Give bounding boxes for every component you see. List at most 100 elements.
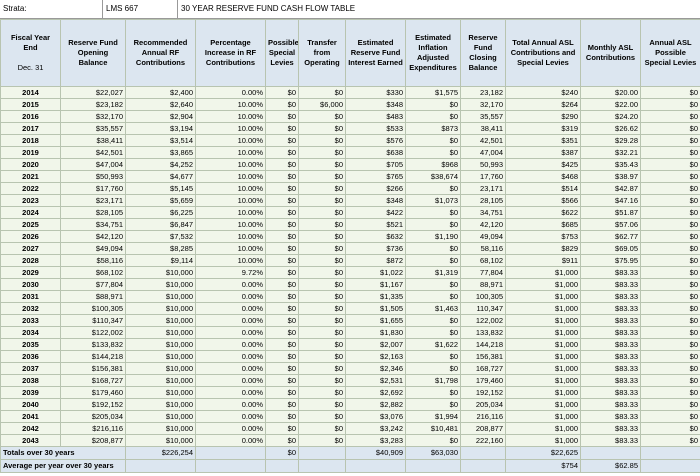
summary-cell xyxy=(265,459,299,473)
value-cell: $0 xyxy=(298,122,346,135)
value-cell: $0 xyxy=(405,242,461,255)
value-cell: 0.00% xyxy=(195,86,266,99)
year-cell: 2032 xyxy=(0,302,61,315)
data-row: 2042 $216,116 $10,000 0.00% $0 $0 $3,242 $10,48… xyxy=(0,422,700,435)
value-cell: $24.20 xyxy=(580,110,641,123)
value-cell: 0.00% xyxy=(195,422,266,435)
value-cell: $0 xyxy=(298,242,346,255)
value-cell: $0 xyxy=(640,434,700,447)
value-cell: $42.87 xyxy=(580,182,641,195)
summary-cell xyxy=(460,446,506,460)
value-cell: $2,904 xyxy=(125,110,196,123)
value-cell: $873 xyxy=(405,122,461,135)
data-row: 2033 $110,347 $10,000 0.00% $0 $0 $1,655 $0 122,… xyxy=(0,314,700,327)
value-cell: $1,000 xyxy=(505,362,581,375)
value-cell: 88,971 xyxy=(460,278,506,291)
value-cell: $83.33 xyxy=(580,290,641,303)
year-cell: 2017 xyxy=(0,122,61,135)
data-row: 2034 $122,002 $10,000 0.00% $0 $0 $1,830 $0 133,… xyxy=(0,326,700,339)
value-cell: $10,000 xyxy=(125,410,196,423)
value-cell: $0 xyxy=(298,374,346,387)
totals-row: Totals over 30 years $226,254 $0 $40,909 $63… xyxy=(0,446,700,460)
value-cell: $0 xyxy=(265,326,299,339)
value-cell: $422 xyxy=(345,206,406,219)
value-cell: $6,847 xyxy=(125,218,196,231)
value-cell: $7,532 xyxy=(125,230,196,243)
value-cell: $77,804 xyxy=(60,278,126,291)
value-cell: $205,034 xyxy=(60,410,126,423)
data-row: 2031 $88,971 $10,000 0.00% $0 $0 $1,335 $0 100,3… xyxy=(0,290,700,303)
value-cell: 23,182 xyxy=(460,86,506,99)
value-cell: $1,000 xyxy=(505,386,581,399)
value-cell: $685 xyxy=(505,218,581,231)
value-cell: $330 xyxy=(345,86,406,99)
value-cell: 10.00% xyxy=(195,230,266,243)
value-cell: $23,182 xyxy=(60,98,126,111)
value-cell: $0 xyxy=(298,110,346,123)
value-cell: $622 xyxy=(505,206,581,219)
value-cell: $0 xyxy=(640,230,700,243)
column-header-text: Transfer from Operating xyxy=(304,38,340,67)
value-cell: $0 xyxy=(640,98,700,111)
value-cell: $1,000 xyxy=(505,410,581,423)
value-cell: $0 xyxy=(298,422,346,435)
value-cell: $0 xyxy=(265,338,299,351)
value-cell: $1,994 xyxy=(405,410,461,423)
value-cell: 0.00% xyxy=(195,314,266,327)
year-cell: 2016 xyxy=(0,110,61,123)
value-cell: 10.00% xyxy=(195,206,266,219)
value-cell: $1,022 xyxy=(345,266,406,279)
value-cell: $2,007 xyxy=(345,338,406,351)
value-cell: $38,674 xyxy=(405,170,461,183)
value-cell: $10,000 xyxy=(125,398,196,411)
data-row: 2043 $208,877 $10,000 0.00% $0 $0 $3,283 $0 222,… xyxy=(0,434,700,447)
value-cell: 50,993 xyxy=(460,158,506,171)
value-cell: 0.00% xyxy=(195,410,266,423)
value-cell: 9.72% xyxy=(195,266,266,279)
summary-cell xyxy=(580,446,641,460)
value-cell: $0 xyxy=(640,410,700,423)
value-cell: $35.43 xyxy=(580,158,641,171)
value-cell: $0 xyxy=(298,326,346,339)
value-cell: $1,000 xyxy=(505,374,581,387)
column-header-text: Fiscal Year End xyxy=(10,33,51,52)
value-cell: $387 xyxy=(505,146,581,159)
value-cell: 77,804 xyxy=(460,266,506,279)
value-cell: $736 xyxy=(345,242,406,255)
value-cell: $2,692 xyxy=(345,386,406,399)
value-cell: $88,971 xyxy=(60,290,126,303)
value-cell: 222,160 xyxy=(460,434,506,447)
header-row: Fiscal Year End Dec. 31 Reserve Fund Openi… xyxy=(0,19,700,87)
value-cell: $0 xyxy=(298,146,346,159)
value-cell: $1,000 xyxy=(505,266,581,279)
value-cell: $38.97 xyxy=(580,170,641,183)
value-cell: $0 xyxy=(265,242,299,255)
value-cell: $29.28 xyxy=(580,134,641,147)
summary-value: $754 xyxy=(505,459,581,473)
summary-cell xyxy=(640,446,700,460)
value-cell: $0 xyxy=(265,122,299,135)
value-cell: $968 xyxy=(405,158,461,171)
value-cell: $425 xyxy=(505,158,581,171)
summary-value: $22,625 xyxy=(505,446,581,460)
value-cell: $0 xyxy=(640,350,700,363)
value-cell: 17,760 xyxy=(460,170,506,183)
value-cell: $0 xyxy=(640,110,700,123)
value-cell: $0 xyxy=(640,278,700,291)
value-cell: $83.33 xyxy=(580,410,641,423)
value-cell: $0 xyxy=(298,314,346,327)
value-cell: 208,877 xyxy=(460,422,506,435)
data-row: 2014 $22,027 $2,400 0.00% $0 $0 $330 $1,575 23,1… xyxy=(0,86,700,99)
value-cell: 10.00% xyxy=(195,134,266,147)
year-cell: 2022 xyxy=(0,182,61,195)
value-cell: 0.00% xyxy=(195,326,266,339)
value-cell: $0 xyxy=(640,194,700,207)
value-cell: $83.33 xyxy=(580,326,641,339)
column-header: Percentage Increase in RF Contributions xyxy=(195,19,266,87)
value-cell: $2,640 xyxy=(125,98,196,111)
summary-label: Totals over 30 years xyxy=(0,446,126,460)
data-row: 2024 $28,105 $6,225 10.00% $0 $0 $422 $0 34,751 $… xyxy=(0,206,700,219)
value-cell: $10,000 xyxy=(125,374,196,387)
value-cell: $10,000 xyxy=(125,302,196,315)
value-cell: $0 xyxy=(405,386,461,399)
